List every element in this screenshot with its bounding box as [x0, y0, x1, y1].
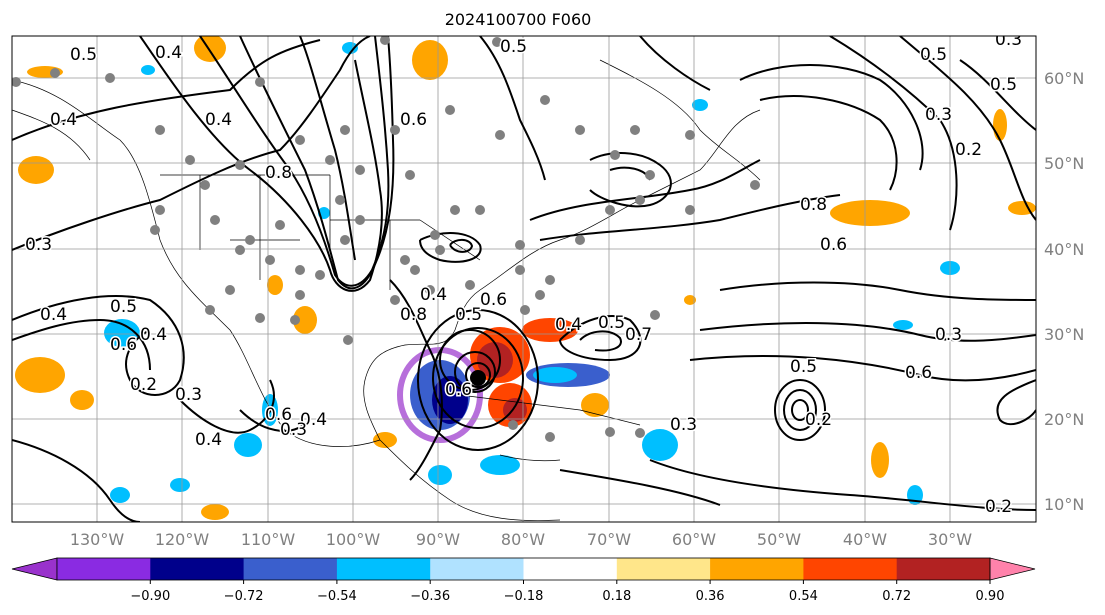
contour-label: 0.8 — [265, 163, 292, 183]
longitude-label: 110°W — [241, 530, 296, 549]
contour-label: 0.3 — [280, 420, 307, 440]
contour-label: 0.5 — [990, 75, 1017, 95]
contour-label: 0.6 — [820, 235, 847, 255]
coastlines — [12, 59, 761, 521]
latitude-label: 40°N — [1044, 240, 1084, 259]
colorbar-tick-label: 0.90 — [976, 589, 1005, 604]
contour-label: 0.2 — [805, 410, 832, 430]
longitude-label: 70°W — [587, 530, 631, 549]
contour-label: 0.6 — [400, 110, 427, 130]
colorbar-segment — [523, 558, 618, 580]
colorbar-tick-label: 0.72 — [882, 589, 911, 604]
contour-label: 0.8 — [400, 305, 427, 325]
latitude-label: 30°N — [1044, 325, 1084, 344]
longitude-labels: 130°W 120°W 110°W 100°W 90°W 80°W 70°W 60°W 50°W… — [70, 530, 972, 549]
contour-label: 0.6 — [480, 290, 507, 310]
contour-label: 0.5 — [598, 313, 625, 333]
contour-label: 0.6 — [110, 335, 137, 355]
contour-label: 0.3 — [175, 385, 202, 405]
contour-label: 0.5 — [455, 305, 482, 325]
contour-label: 0.5 — [920, 45, 947, 65]
colorbar-tick-label: −0.72 — [224, 589, 264, 604]
colorbar-tick-label: −0.18 — [504, 589, 544, 604]
contour-label: 0.6 — [445, 380, 472, 400]
contour-label: 0.6 — [265, 405, 292, 425]
contour-label: 0.2 — [985, 497, 1012, 517]
station-dots — [12, 36, 760, 442]
contour-label: 0.4 — [420, 285, 447, 305]
map-frame — [11, 35, 1037, 523]
contour-labels: 0.5 0.40.40.80.60.50.40.30.50.60.40.40.2 0… — [24, 30, 1024, 519]
longitude-label: 40°W — [843, 530, 887, 549]
colorbar-segment — [710, 558, 804, 580]
contour-label: 0.3 — [925, 105, 952, 125]
colorbar-segment — [150, 558, 245, 580]
colorbar-segment — [243, 558, 338, 580]
longitude-label: 60°W — [672, 530, 716, 549]
latitude-label: 20°N — [1044, 410, 1084, 429]
colorbar-segment — [616, 558, 711, 580]
colorbar-segment — [336, 558, 431, 580]
longitude-label: 50°W — [757, 530, 801, 549]
contour-label: 0.5 — [790, 357, 817, 377]
contour-label: 0.4 — [155, 43, 182, 63]
contour-label: 0.4 — [300, 410, 327, 430]
colorbar-tick-labels: −0.90 −0.72 −0.54 −0.36 −0.18 0.18 0.36 0.54 0.7… — [130, 580, 1004, 604]
colorbar-tick-label: −0.90 — [130, 589, 170, 604]
contour-label: 0.2 — [955, 140, 982, 160]
contour-label: 0.4 — [205, 110, 232, 130]
colorbar-extend-max — [989, 557, 1036, 581]
longitude-label: 80°W — [501, 530, 545, 549]
contour-label: 0.2 — [130, 375, 157, 395]
colorbar-tick-label: −0.54 — [317, 589, 357, 604]
contour-label: 0.3 — [25, 235, 52, 255]
contour-label: 0.4 — [140, 325, 167, 345]
colorbar-tick-label: 0.54 — [789, 589, 818, 604]
longitude-label: 120°W — [155, 530, 210, 549]
map-panel: 0.5 0.40.40.80.60.50.40.30.50.60.40.40.2 0… — [12, 30, 1036, 522]
contour-label: 0.4 — [50, 110, 77, 130]
longitude-label: 130°W — [70, 530, 125, 549]
contour-label: 0.3 — [995, 30, 1022, 50]
colorbar-tick-label: −0.36 — [410, 589, 450, 604]
latitude-label: 50°N — [1044, 154, 1084, 173]
colorbar-tick-label: 0.18 — [602, 589, 631, 604]
contour-label: 0.4 — [555, 315, 582, 335]
colorbar-segment — [896, 558, 991, 580]
longitude-label: 90°W — [416, 530, 460, 549]
colorbar-segment — [430, 558, 524, 580]
contour-label: 0.4 — [40, 305, 67, 325]
contour-label: 0.4 — [195, 430, 222, 450]
contour-label: 0.6 — [905, 363, 932, 383]
contour-label: 0.3 — [670, 415, 697, 435]
map-title: 2024100700 F060 — [444, 10, 592, 29]
colorbar-segment — [803, 558, 898, 580]
colorbar-tick-label: 0.36 — [696, 589, 725, 604]
contour-label: 0.5 — [500, 37, 527, 57]
graticule — [12, 36, 1036, 522]
colorbar-segment — [57, 558, 151, 580]
colorbar-extend-min — [11, 557, 58, 581]
latitude-label: 60°N — [1044, 69, 1084, 88]
colorbar — [11, 557, 1036, 581]
contour-label: 0.3 — [935, 325, 962, 345]
storm-center-marker — [470, 370, 486, 386]
contour-label: 0.5 — [110, 297, 137, 317]
longitude-label: 30°W — [928, 530, 972, 549]
longitude-label: 100°W — [326, 530, 381, 549]
contour-label: 0.8 — [800, 195, 827, 215]
latitude-labels: 60°N 50°N 40°N 30°N 20°N 10°N — [1044, 69, 1084, 514]
contour-label: 0.5 — [70, 45, 97, 65]
contour-label: 0.7 — [625, 325, 652, 345]
latitude-label: 10°N — [1044, 495, 1084, 514]
